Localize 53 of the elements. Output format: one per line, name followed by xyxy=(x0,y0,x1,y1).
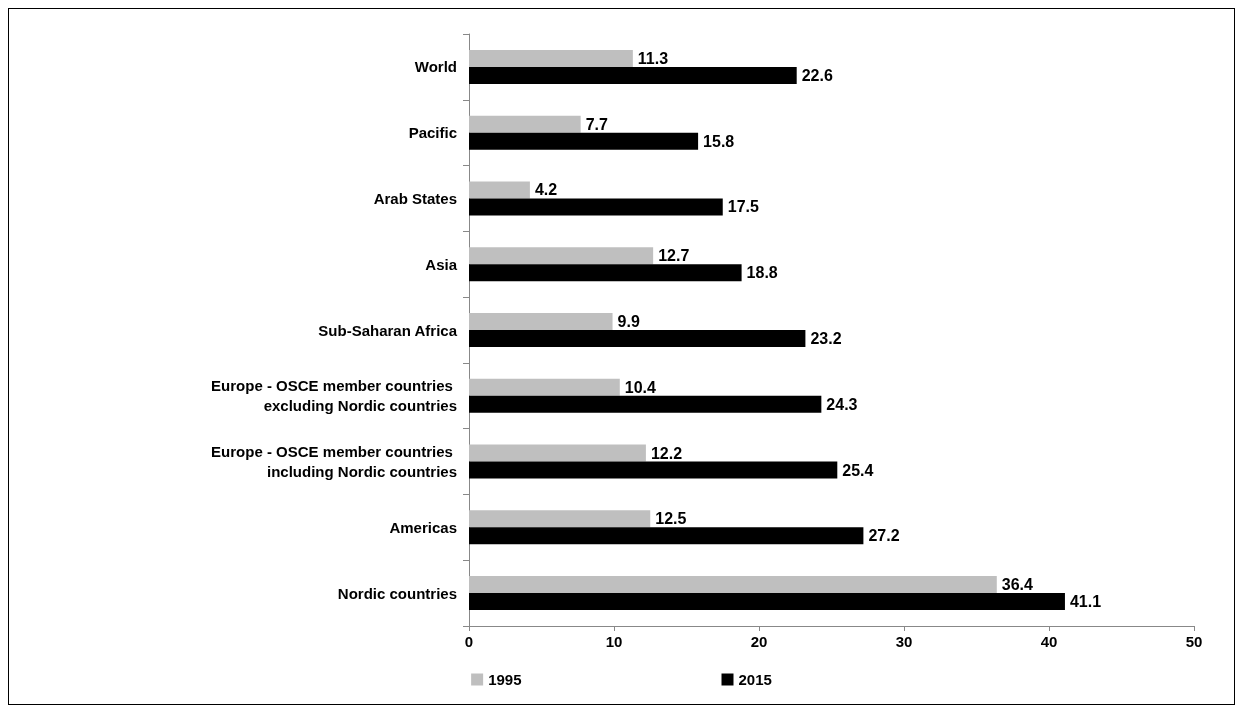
bar xyxy=(469,576,997,594)
bar xyxy=(469,510,651,528)
data-label: 7.7 xyxy=(585,115,608,133)
bar xyxy=(469,247,654,265)
data-label: 15.8 xyxy=(703,132,735,150)
y-tick-label: Arab States xyxy=(373,189,457,207)
data-label: 27.2 xyxy=(868,527,900,545)
bar xyxy=(469,181,530,199)
x-tick-label: 30 xyxy=(895,633,913,650)
x-tick-label: 40 xyxy=(1040,633,1058,650)
y-tick-label: Nordic countries xyxy=(337,584,457,602)
legend-label: 1995 xyxy=(488,671,522,688)
bar xyxy=(469,378,620,396)
data-label: 9.9 xyxy=(617,313,640,330)
x-tick-label: 10 xyxy=(605,633,623,650)
y-tick-label: Europe - OSCE member countries including Nordic countries xyxy=(211,443,457,481)
y-tick-label: Pacific xyxy=(408,124,457,142)
data-label: 22.6 xyxy=(801,66,833,84)
bar xyxy=(469,527,864,545)
bar xyxy=(469,198,723,216)
data-label: 11.3 xyxy=(637,49,669,67)
data-label: 24.3 xyxy=(826,395,858,413)
data-label: 25.4 xyxy=(842,461,874,479)
bar xyxy=(469,444,646,462)
x-tick-label: 50 xyxy=(1185,633,1203,650)
data-label: 41.1 xyxy=(1069,593,1102,611)
bar xyxy=(469,313,613,330)
data-label: 12.2 xyxy=(650,444,683,462)
data-label: 36.4 xyxy=(1001,576,1034,594)
data-label: 12.7 xyxy=(658,247,690,265)
data-label: 4.2 xyxy=(534,181,558,199)
data-label: 10.4 xyxy=(624,378,657,396)
bar xyxy=(469,49,633,67)
x-tick-label: 20 xyxy=(750,633,768,650)
legend-label: 2015 xyxy=(738,671,772,688)
y-tick-label: Sub-Saharan Africa xyxy=(318,321,458,339)
bar xyxy=(469,461,838,479)
bar xyxy=(469,264,742,282)
y-tick-label: Americas xyxy=(389,518,457,536)
data-label: 17.5 xyxy=(727,198,759,216)
bar xyxy=(469,132,699,150)
bar xyxy=(469,593,1065,611)
x-tick-label: 0 xyxy=(464,633,474,650)
bar xyxy=(469,395,822,413)
bar xyxy=(469,66,797,84)
y-tick-label: Asia xyxy=(425,255,458,273)
data-label: 23.2 xyxy=(810,330,842,347)
y-tick-label: Europe - OSCE member countries excluding Nordic countries xyxy=(211,377,457,415)
data-label: 12.5 xyxy=(655,510,687,528)
y-tick-label: World xyxy=(414,58,457,76)
data-label: 18.8 xyxy=(746,264,778,282)
bar xyxy=(469,115,581,133)
bar xyxy=(469,330,806,347)
